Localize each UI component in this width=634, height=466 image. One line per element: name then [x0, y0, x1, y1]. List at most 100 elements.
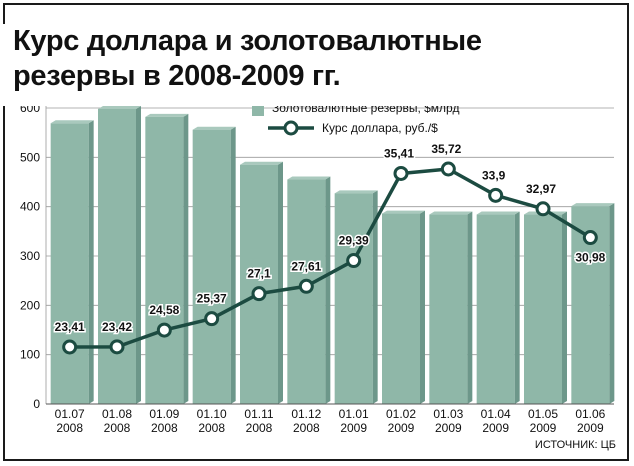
bar-shadow	[372, 190, 378, 404]
y-tick-label: 100	[20, 348, 40, 362]
x-tick-label: 01.12	[291, 407, 321, 421]
rate-data-label: 25,37	[197, 292, 227, 306]
x-tick-label-year: 2008	[151, 421, 178, 435]
bar-top	[571, 203, 615, 207]
bar-shadow	[514, 211, 520, 404]
rate-data-label: 23,41	[55, 320, 85, 334]
rate-line	[69, 167, 592, 349]
bar-top	[192, 126, 236, 130]
bar	[192, 129, 231, 404]
bar-shadow	[136, 105, 141, 404]
rate-point	[251, 286, 267, 302]
rate-data-label: 35,72	[431, 142, 461, 156]
x-tick-label-year: 2008	[56, 421, 83, 435]
legend-line-marker	[283, 120, 299, 136]
rate-point	[582, 230, 598, 246]
bar-group	[98, 105, 141, 404]
x-tick-label-year: 2009	[340, 421, 367, 435]
bar-group	[382, 210, 425, 404]
rate-data-label: 27,1	[247, 267, 271, 281]
rate-point	[346, 253, 362, 269]
bar-shadow	[609, 203, 615, 404]
x-tick-label-year: 2009	[388, 421, 415, 435]
x-tick-label: 01.07	[55, 407, 85, 421]
y-tick-label: 400	[20, 200, 40, 214]
bar	[524, 214, 562, 404]
x-tick-label: 01.04	[481, 407, 511, 421]
x-tick-label: 01.06	[575, 407, 605, 421]
rate-data-label: 27,61	[291, 259, 321, 273]
y-tick-label: 0	[33, 397, 40, 411]
y-tick-label: 500	[20, 150, 40, 164]
x-tick-label: 01.11	[244, 407, 273, 421]
x-tick-label: 01.05	[528, 407, 558, 421]
rate-data-label: 35,41	[384, 146, 414, 160]
bar-shadow	[278, 161, 283, 404]
rate-data-label: 29,39	[339, 234, 369, 248]
bar-group	[240, 161, 283, 404]
source-note: ИСТОЧНИК: ЦБ	[534, 439, 616, 451]
x-tick-label: 01.08	[102, 407, 132, 421]
bar-top	[334, 190, 378, 194]
chart-title: Курс доллара и золотовалютные резервы в …	[13, 25, 482, 92]
x-tick-label: 01.09	[149, 407, 179, 421]
x-tick-label-year: 2009	[530, 421, 557, 435]
x-tick-label-year: 2009	[577, 421, 604, 435]
rate-data-label: 24,58	[149, 303, 179, 317]
rate-point	[62, 339, 78, 355]
rate-point	[535, 201, 551, 217]
bar	[145, 116, 184, 404]
bar-top	[429, 211, 473, 215]
rate-data-label: 30,98	[575, 251, 605, 265]
x-tick-label-year: 2008	[293, 421, 320, 435]
bar	[50, 123, 89, 404]
bar-group	[50, 120, 94, 404]
x-tick-label-year: 2009	[482, 421, 509, 435]
bar-shadow	[420, 210, 425, 404]
bar	[98, 108, 136, 404]
rate-point	[109, 339, 125, 355]
legend-line-label: Курс доллара, руб./$	[322, 121, 438, 135]
bar-top	[382, 210, 425, 214]
bar-top	[145, 113, 189, 117]
x-tick-label-year: 2008	[246, 421, 273, 435]
bar-top	[98, 105, 141, 109]
x-tick-label-year: 2008	[198, 421, 225, 435]
y-tick-label: 200	[20, 298, 40, 312]
bar	[382, 213, 420, 404]
bar	[429, 214, 468, 404]
rate-data-label: 32,97	[526, 182, 556, 196]
bar-group	[476, 211, 520, 404]
bar-top	[287, 176, 331, 180]
x-tick-label: 01.03	[433, 407, 463, 421]
x-tick-label: 01.01	[339, 407, 369, 421]
bar-group	[429, 211, 473, 404]
bar-top	[240, 161, 283, 165]
x-tick-label: 01.10	[197, 407, 227, 421]
chart-title-box: Курс доллара и золотовалютные резервы в …	[0, 24, 504, 106]
rate-point	[488, 187, 504, 203]
rate-point	[393, 165, 409, 181]
bar-shadow	[562, 211, 567, 404]
bar-shadow	[467, 211, 473, 404]
bar	[476, 214, 515, 404]
bar	[334, 193, 373, 404]
rate-point	[298, 278, 314, 294]
rate-point	[156, 322, 172, 338]
rate-point	[440, 161, 456, 177]
rate-data-label: 23,42	[102, 320, 132, 334]
bar	[240, 164, 278, 404]
bar-group	[524, 211, 567, 404]
x-tick-label-year: 2008	[104, 421, 131, 435]
bar-group	[334, 190, 378, 404]
bar-shadow	[230, 126, 236, 404]
bar-shadow	[325, 176, 331, 404]
bar-shadow	[183, 113, 189, 404]
bar-group	[145, 113, 189, 404]
bar-group	[192, 126, 236, 404]
bar-shadow	[88, 120, 94, 404]
bar-top	[476, 211, 520, 215]
x-tick-label: 01.02	[386, 407, 416, 421]
y-tick-label: 300	[20, 249, 40, 263]
